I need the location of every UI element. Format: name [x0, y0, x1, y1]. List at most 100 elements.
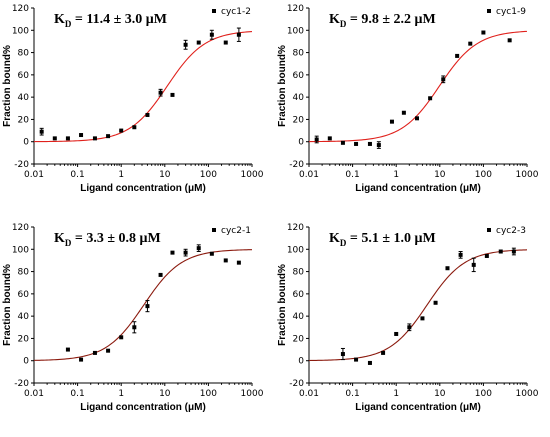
x-tick-label: 1000	[241, 170, 264, 180]
y-tick-label: -20	[289, 160, 304, 170]
y-tick-label: 60	[18, 290, 30, 300]
y-tick-label: 40	[293, 312, 305, 322]
y-tick-label: -20	[289, 379, 304, 389]
data-point	[132, 325, 137, 330]
data-point	[223, 40, 228, 45]
y-tick-label: 120	[12, 4, 29, 14]
data-point	[170, 92, 175, 97]
chart-panel-4: -20 0 20 40 60 80 100 120 0.01 0.1 1 10 100 1000 Ligan…	[277, 223, 539, 413]
x-tick-label: 0.01	[299, 389, 319, 399]
x-tick-label: 1	[393, 170, 399, 180]
y-tick-label: 100	[287, 245, 304, 255]
x-axis-title: Ligand concentration (μM)	[80, 183, 206, 194]
x-tick-label: 0.1	[70, 389, 84, 399]
data-point	[415, 116, 420, 121]
y-tick-label: 40	[293, 93, 305, 103]
x-tick-label: 100	[200, 170, 217, 180]
data-point	[458, 252, 463, 257]
y-tick-label: 0	[298, 357, 304, 367]
y-tick-label: 40	[18, 93, 30, 103]
data-point	[389, 119, 394, 124]
data-point	[65, 136, 70, 141]
fit-curve	[308, 249, 528, 362]
data-point	[236, 260, 241, 265]
y-tick-label: 120	[287, 4, 304, 14]
y-axis-title: Fraction bound%	[277, 264, 288, 346]
x-tick-label: 1	[393, 389, 399, 399]
data-point	[507, 38, 512, 43]
data-point	[420, 316, 425, 321]
data-point	[471, 262, 476, 267]
y-tick-label: 80	[293, 49, 305, 59]
data-point	[145, 112, 150, 117]
data-point	[236, 32, 241, 37]
x-tick-label: 0.1	[345, 389, 359, 399]
x-axis-title: Ligand concentration (μM)	[355, 183, 481, 194]
y-tick-label: 60	[293, 290, 305, 300]
data-point	[158, 272, 163, 277]
data-point	[484, 253, 489, 258]
data-point	[196, 246, 201, 251]
data-point	[455, 53, 460, 58]
x-tick-label: 1	[118, 170, 124, 180]
data-point	[441, 77, 446, 82]
data-point	[92, 350, 97, 355]
data-point	[106, 134, 111, 139]
data-point	[340, 352, 345, 357]
data-point	[119, 128, 124, 133]
data-point	[445, 266, 450, 271]
data-point	[407, 325, 412, 330]
y-tick-label: 0	[298, 138, 304, 148]
kd-label: KD = 11.4 ± 3.0 μM	[54, 12, 167, 29]
y-tick-label: 0	[23, 357, 29, 367]
y-tick-label: 40	[18, 312, 30, 322]
x-tick-label: 0.1	[70, 170, 84, 180]
x-tick-label: 100	[475, 170, 492, 180]
legend-label: cyc1-2	[221, 7, 251, 17]
y-tick-label: 20	[18, 334, 30, 344]
x-tick-label: 10	[159, 389, 171, 399]
x-axis-title: Ligand concentration (μM)	[80, 402, 206, 413]
fit-curve	[33, 30, 253, 143]
x-tick-label: 1	[118, 389, 124, 399]
x-tick-label: 0.01	[24, 170, 44, 180]
y-tick-label: 100	[287, 26, 304, 36]
legend-marker	[487, 228, 491, 232]
y-tick-label: -20	[14, 160, 29, 170]
x-axis-title: Ligand concentration (μM)	[355, 402, 481, 413]
data-point	[65, 347, 70, 352]
x-tick-label: 1000	[516, 389, 539, 399]
data-point	[367, 141, 372, 146]
x-tick-label: 10	[434, 170, 446, 180]
y-tick-label: 80	[18, 268, 30, 278]
x-tick-label: 10	[159, 170, 171, 180]
data-point	[223, 258, 228, 263]
y-tick-label: 20	[18, 115, 30, 125]
data-point	[52, 136, 57, 141]
legend-marker	[212, 9, 216, 13]
data-point	[196, 40, 201, 45]
data-point	[327, 136, 332, 141]
data-point	[354, 357, 359, 362]
x-tick-label: 0.01	[24, 389, 44, 399]
chart-panel-1: -20 0 20 40 60 80 100 120 0.01 0.1 1 10 100 1000 Ligan…	[2, 4, 264, 194]
legend-marker	[487, 9, 491, 13]
y-tick-label: -20	[14, 379, 29, 389]
legend-label: cyc2-1	[221, 226, 251, 236]
x-tick-label: 100	[200, 389, 217, 399]
y-tick-label: 120	[287, 223, 304, 233]
data-point	[340, 140, 345, 145]
legend-marker	[212, 228, 216, 232]
data-point	[354, 141, 359, 146]
data-point	[433, 300, 438, 305]
x-tick-label: 0.01	[299, 170, 319, 180]
x-tick-label: 1000	[241, 389, 264, 399]
y-tick-label: 80	[18, 49, 30, 59]
y-tick-label: 20	[293, 334, 305, 344]
data-point	[209, 32, 214, 37]
kd-label: KD = 3.3 ± 0.8 μM	[54, 231, 161, 248]
data-point	[183, 42, 188, 47]
y-tick-label: 20	[293, 115, 305, 125]
data-point	[106, 348, 111, 353]
